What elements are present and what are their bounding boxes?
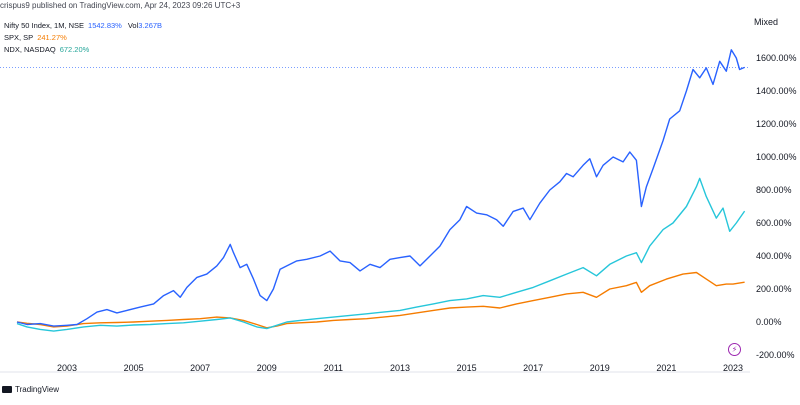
series-line-2 <box>16 177 746 332</box>
publish-info: crispus9 published on TradingView.com, A… <box>0 1 241 10</box>
y-tick-label: 1600.00% <box>756 53 797 63</box>
legend-value: 1542.83% <box>88 21 122 30</box>
x-tick-label: 2021 <box>656 363 676 373</box>
scale-mode-label[interactable]: Mixed <box>754 17 779 27</box>
x-tick-label: 2003 <box>57 363 77 373</box>
tradingview-logo-icon <box>2 386 12 393</box>
legend-vol-label: Vol <box>127 21 139 30</box>
y-tick-label: 1200.00% <box>756 119 797 129</box>
legend-name: SPX, SP <box>4 33 34 42</box>
x-tick-label: 2015 <box>457 363 477 373</box>
legend-row-spx[interactable]: SPX, SP 241.27% <box>4 32 162 44</box>
brand-name: TradingView <box>15 385 60 394</box>
x-tick-label: 2019 <box>590 363 610 373</box>
legend-name: NDX, NASDAQ <box>4 45 56 54</box>
y-tick-label: 800.00% <box>756 185 792 195</box>
series-line-0 <box>16 49 745 327</box>
legend-row-ndx[interactable]: NDX, NASDAQ 672.20% <box>4 44 162 56</box>
x-tick-label: 2013 <box>390 363 410 373</box>
y-tick-label: -200.00% <box>756 350 795 360</box>
y-tick-label: 1000.00% <box>756 152 797 162</box>
legend-row-nifty[interactable]: Nifty 50 Index, 1M, NSE 1542.83% Vol3.267B <box>4 20 162 32</box>
brand: TradingView <box>2 385 59 394</box>
y-tick-label: 0.00% <box>756 317 782 327</box>
lightning-icon[interactable]: ⚡ <box>728 343 741 356</box>
y-tick-label: 200.00% <box>756 284 792 294</box>
y-tick-label: 1400.00% <box>756 86 797 96</box>
legend-vol-value: 3.267B <box>138 21 163 30</box>
x-tick-label: 2009 <box>257 363 277 373</box>
legend-value: 672.20% <box>59 45 90 54</box>
x-tick-label: 2007 <box>190 363 210 373</box>
x-tick-label: 2005 <box>124 363 144 373</box>
legend: Nifty 50 Index, 1M, NSE 1542.83% Vol3.267B… <box>4 20 162 56</box>
y-tick-label: 400.00% <box>756 251 792 261</box>
legend-value: 241.27% <box>37 33 67 42</box>
legend-name: Nifty 50 Index, 1M, NSE <box>4 21 85 30</box>
series-line-1 <box>16 271 745 329</box>
y-tick-label: 600.00% <box>756 218 792 228</box>
x-tick-label: 2017 <box>523 363 543 373</box>
x-tick-label: 2011 <box>324 363 343 373</box>
x-tick-label: 2023 <box>723 363 743 373</box>
